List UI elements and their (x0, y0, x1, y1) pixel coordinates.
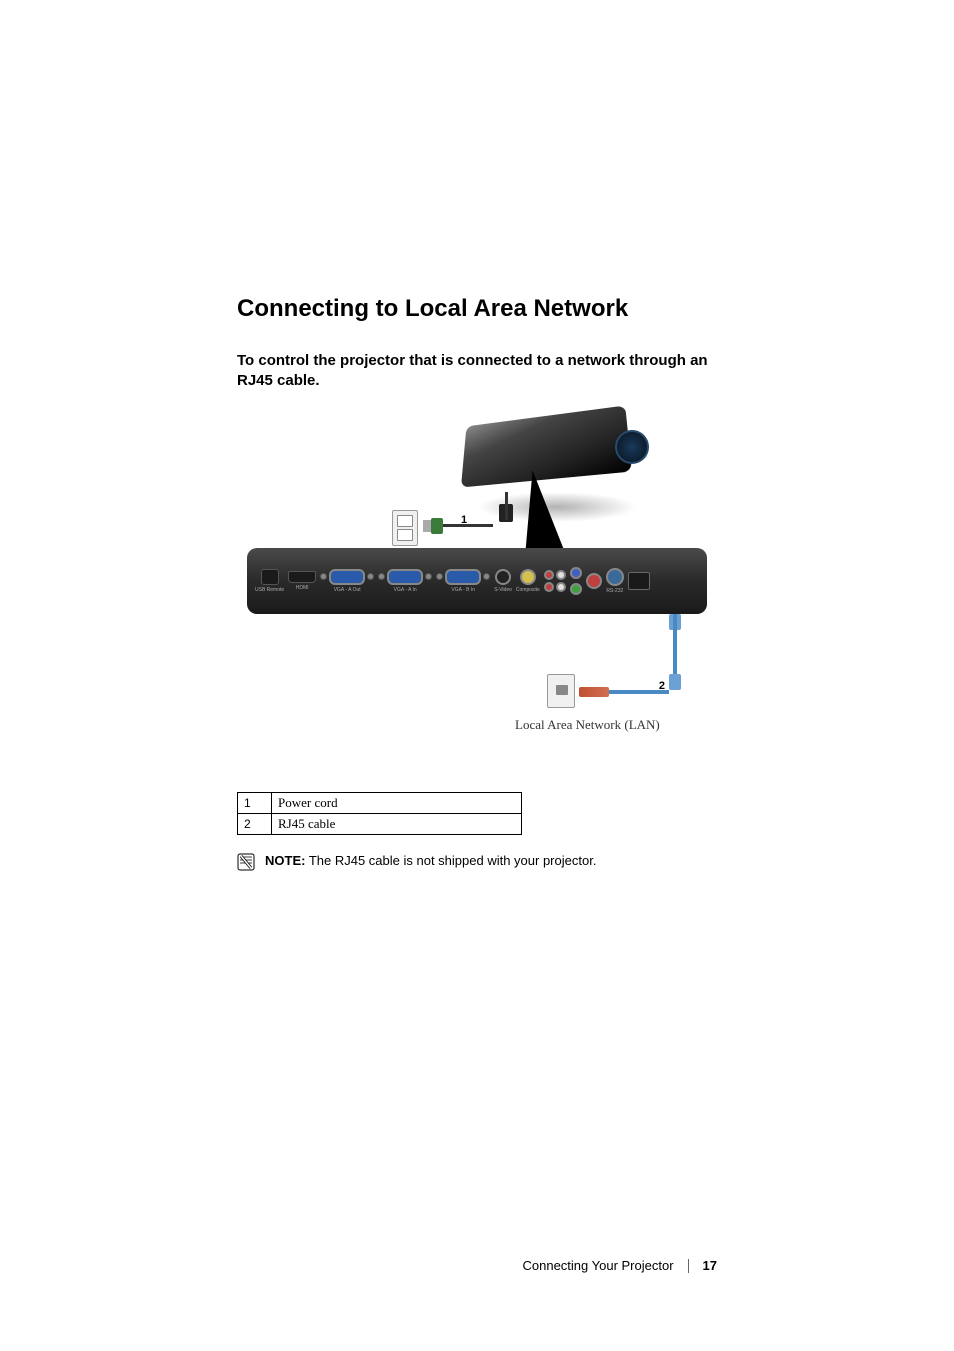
composite-port: Composite (516, 569, 540, 593)
audio-lr-ports (544, 570, 566, 592)
note-prefix: NOTE: (265, 853, 305, 868)
page-footer: Connecting Your Projector 17 (522, 1258, 717, 1273)
vga-a-out-port: VGA - A Out (320, 569, 374, 593)
svideo-port: S-Video (494, 569, 512, 593)
note-icon (237, 853, 255, 871)
legend-label: RJ45 cable (272, 813, 522, 834)
projector-port-panel: USB Remote HDMI VGA - A Out VGA - A In V… (247, 548, 707, 614)
audio-in-port (586, 573, 602, 589)
audio-io-ports (570, 567, 582, 595)
table-row: 1Power cord (238, 792, 522, 813)
power-cable (443, 524, 493, 527)
hdmi-port: HDMI (288, 571, 316, 591)
legend-number: 1 (238, 792, 272, 813)
page-number: 17 (703, 1258, 717, 1273)
projection-beam (526, 470, 573, 553)
usb-port: USB Remote (255, 569, 284, 593)
footer-divider (688, 1259, 689, 1273)
diagram-caption: Local Area Network (LAN) (515, 717, 660, 733)
wall-outlet-icon (392, 510, 418, 546)
legend-table: 1Power cord2RJ45 cable (237, 792, 522, 835)
rj45-plug-icon (579, 687, 609, 697)
callout-label-2: 2 (659, 680, 665, 692)
callout-label-1: 1 (461, 514, 467, 526)
connection-diagram: 1 USB Remote HDMI VGA - A Out VGA - A In (247, 412, 707, 752)
legend-body: 1Power cord2RJ45 cable (238, 792, 522, 834)
section-heading: Connecting to Local Area Network (237, 295, 717, 323)
power-cable-vertical (505, 492, 508, 520)
vga-a-in-port: VGA - A In (378, 569, 432, 593)
page-content: Connecting to Local Area Network To cont… (0, 0, 954, 871)
power-plug-icon (423, 518, 443, 534)
rj45-port (628, 572, 650, 590)
footer-section: Connecting Your Projector (522, 1258, 673, 1273)
legend-number: 2 (238, 813, 272, 834)
note-body: The RJ45 cable is not shipped with your … (305, 853, 596, 868)
wall-jack-icon (547, 674, 575, 708)
note-text: NOTE: The RJ45 cable is not shipped with… (265, 853, 596, 868)
note: NOTE: The RJ45 cable is not shipped with… (237, 853, 717, 871)
rj45-connector-icon (669, 674, 681, 690)
rs232-port: RS-232 (606, 568, 624, 594)
table-row: 2RJ45 cable (238, 813, 522, 834)
subtitle: To control the projector that is connect… (237, 351, 717, 392)
vga-b-in-port: VGA - B In (436, 569, 490, 593)
legend-label: Power cord (272, 792, 522, 813)
